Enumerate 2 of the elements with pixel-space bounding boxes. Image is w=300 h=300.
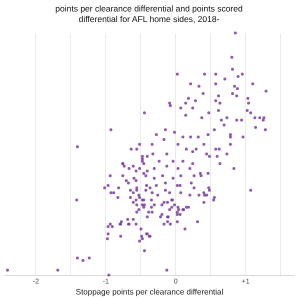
chart-title: points per clearance differential and points scored differential for AFL home sides, 2018-	[55, 4, 243, 24]
x-axis-title: Stoppage points per clearance differential	[76, 288, 224, 296]
